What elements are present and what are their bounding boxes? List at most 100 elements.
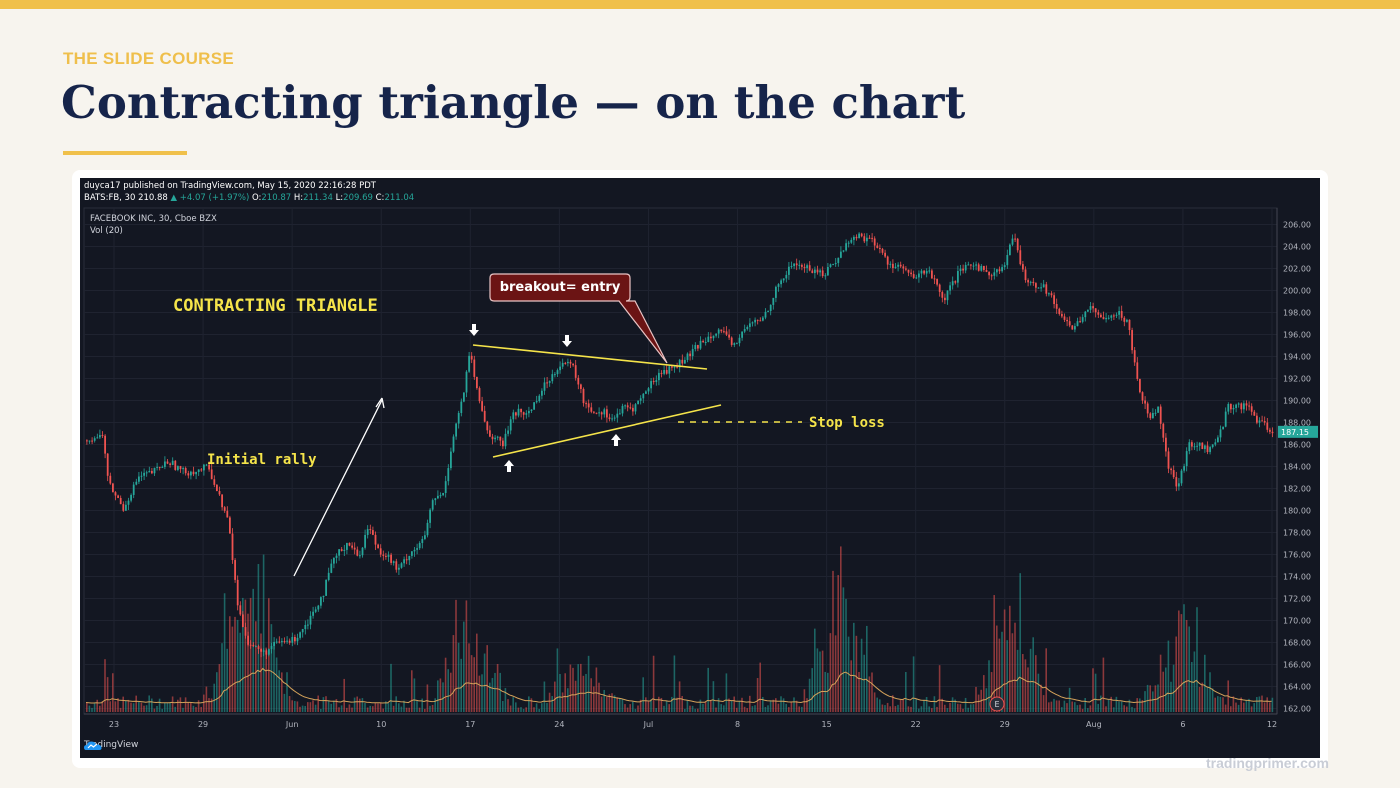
volume-bar <box>593 686 595 712</box>
candle-body <box>1011 238 1014 245</box>
volume-bar <box>182 707 184 712</box>
candle-body <box>1032 281 1035 284</box>
volume-bar <box>1230 706 1232 712</box>
volume-bar <box>174 706 176 712</box>
candle-body <box>239 605 242 615</box>
volume-bar <box>548 692 551 712</box>
candle-body <box>1224 411 1227 427</box>
candle-body <box>572 363 574 366</box>
volume-bar <box>171 696 174 712</box>
volume-bar <box>1219 696 1222 712</box>
candle-body <box>821 270 824 277</box>
price-axis-label: 202.00 <box>1283 265 1311 274</box>
volume-bar <box>821 650 824 712</box>
candle-body <box>1087 309 1089 312</box>
volume-bar <box>242 597 244 712</box>
volume-bar <box>1076 705 1079 712</box>
candle-body <box>564 362 567 364</box>
volume-bar <box>335 699 338 712</box>
volume-bar <box>1152 691 1154 712</box>
volume-bar <box>387 702 390 712</box>
volume-bar <box>522 708 525 712</box>
last-price-label: 187.15 <box>1281 428 1309 437</box>
price-chart-svg[interactable]: 206.00 204.00 202.00 200.00 198.00 196.00 194.… <box>80 178 1320 758</box>
candle-body <box>359 555 361 557</box>
candle-body <box>925 270 928 274</box>
chart-screenshot[interactable]: 206.00 204.00 202.00 200.00 198.00 196.00 194.… <box>80 178 1320 758</box>
volume-bar <box>985 688 988 712</box>
candle-body <box>1014 238 1016 240</box>
candle-body <box>629 407 632 409</box>
tradingview-brand[interactable]: TradingView <box>84 740 138 750</box>
candle-body <box>1097 312 1100 315</box>
candle-body <box>535 401 538 403</box>
volume-bar <box>983 675 985 712</box>
volume-bar <box>353 697 356 712</box>
candle-body <box>525 413 528 415</box>
candle-body <box>608 417 611 420</box>
volume-bar <box>863 654 865 712</box>
candle-body <box>884 252 886 257</box>
volume-bar <box>749 695 751 712</box>
candle-body <box>710 336 712 339</box>
low-label: L: <box>335 193 344 203</box>
volume-bar <box>156 705 158 712</box>
candle-body <box>733 343 736 345</box>
volume-bar <box>140 702 143 712</box>
candle-body <box>816 269 819 273</box>
candle-body <box>247 635 249 645</box>
volume-bar <box>374 702 377 712</box>
volume-bar <box>587 655 590 712</box>
candle-body <box>1250 406 1253 412</box>
candle-body <box>788 266 790 275</box>
candle-body <box>1042 284 1045 288</box>
volume-bar <box>1209 672 1211 712</box>
candle-body <box>764 311 767 318</box>
volume-bar <box>1009 605 1011 712</box>
candle-body <box>127 500 130 505</box>
candle-body <box>153 467 156 474</box>
volume-bar <box>907 706 910 712</box>
candle-body <box>616 413 619 418</box>
candle-body <box>847 242 850 244</box>
candle-body <box>632 407 634 412</box>
volume-bar <box>868 676 871 712</box>
candle-body <box>1209 447 1211 453</box>
candle-body <box>262 650 265 652</box>
volume-bar <box>1040 684 1042 712</box>
candle-body <box>546 382 548 384</box>
price-axis-label: 192.00 <box>1283 375 1311 384</box>
volume-legend[interactable]: Vol (20) <box>90 226 123 236</box>
candle-body <box>587 403 590 408</box>
volume-bar <box>569 664 572 712</box>
volume-bar <box>1235 702 1237 712</box>
candle-body <box>689 353 691 357</box>
volume-bar <box>746 708 748 712</box>
candle-body <box>1009 244 1011 256</box>
volume-bar <box>296 701 299 712</box>
candle-body <box>494 437 496 440</box>
volume-bar <box>642 677 644 712</box>
candle-body <box>897 264 899 267</box>
candle-body <box>216 484 218 492</box>
touch-arrow-down-icon <box>469 324 479 336</box>
candle-body <box>782 278 785 281</box>
volume-bar <box>1126 706 1128 712</box>
candle-body <box>1180 470 1183 484</box>
candle-body <box>114 492 117 496</box>
volume-bar <box>811 668 813 712</box>
candle-body <box>611 418 613 420</box>
candle-body <box>1123 317 1126 322</box>
candle-body <box>174 460 177 470</box>
candle-body <box>691 349 694 357</box>
candle-body <box>400 563 403 568</box>
symbol-legend[interactable]: FACEBOOK INC, 30, Cboe BZX <box>90 214 217 224</box>
price-axis-label: 206.00 <box>1283 221 1311 230</box>
candle-body <box>1107 317 1110 319</box>
candle-body <box>86 440 88 442</box>
volume-bar <box>117 698 119 712</box>
candle-body <box>307 624 309 626</box>
candle-body <box>1001 267 1003 272</box>
volume-bar <box>447 669 449 712</box>
candle-body <box>556 370 559 375</box>
